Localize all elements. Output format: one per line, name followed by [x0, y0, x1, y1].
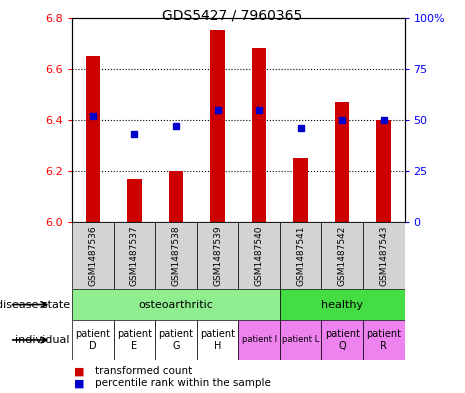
Text: GSM1487540: GSM1487540 [255, 225, 264, 286]
Bar [72, 289, 280, 320]
Bar [280, 289, 405, 320]
Bar [377, 120, 391, 222]
Text: ■: ■ [74, 378, 85, 388]
Text: healthy: healthy [321, 299, 363, 310]
Text: percentile rank within the sample: percentile rank within the sample [95, 378, 271, 388]
Bar [293, 158, 308, 222]
Bar [72, 320, 113, 360]
Text: GSM1487541: GSM1487541 [296, 225, 305, 286]
Bar [113, 222, 155, 289]
Text: ■: ■ [74, 366, 85, 376]
Bar [363, 320, 405, 360]
Bar [169, 171, 183, 222]
Bar [113, 320, 155, 360]
Bar [252, 48, 266, 222]
Text: patient
E: patient E [117, 329, 152, 351]
Text: patient L: patient L [282, 336, 319, 344]
Bar [280, 222, 321, 289]
Text: GSM1487536: GSM1487536 [88, 225, 97, 286]
Bar [239, 222, 280, 289]
Text: GSM1487543: GSM1487543 [379, 225, 388, 286]
Bar [155, 222, 197, 289]
Bar [197, 320, 239, 360]
Text: patient
R: patient R [366, 329, 401, 351]
Bar [72, 222, 113, 289]
Text: disease state: disease state [0, 299, 70, 310]
Text: GDS5427 / 7960365: GDS5427 / 7960365 [162, 9, 303, 23]
Text: patient
G: patient G [159, 329, 193, 351]
Bar [239, 320, 280, 360]
Text: patient I: patient I [241, 336, 277, 344]
Text: patient
Q: patient Q [325, 329, 360, 351]
Text: GSM1487542: GSM1487542 [338, 225, 347, 286]
Text: individual: individual [15, 335, 70, 345]
Text: GSM1487537: GSM1487537 [130, 225, 139, 286]
Text: transformed count: transformed count [95, 366, 193, 376]
Bar [363, 222, 405, 289]
Bar [280, 320, 321, 360]
Bar [86, 56, 100, 222]
Text: GSM1487538: GSM1487538 [172, 225, 180, 286]
Text: GSM1487539: GSM1487539 [213, 225, 222, 286]
Bar [321, 222, 363, 289]
Bar [321, 320, 363, 360]
Bar [335, 102, 350, 222]
Text: osteoarthritic: osteoarthritic [139, 299, 213, 310]
Bar [210, 30, 225, 222]
Bar [127, 179, 142, 222]
Bar [155, 320, 197, 360]
Text: patient
D: patient D [75, 329, 110, 351]
Text: patient
H: patient H [200, 329, 235, 351]
Bar [197, 222, 239, 289]
